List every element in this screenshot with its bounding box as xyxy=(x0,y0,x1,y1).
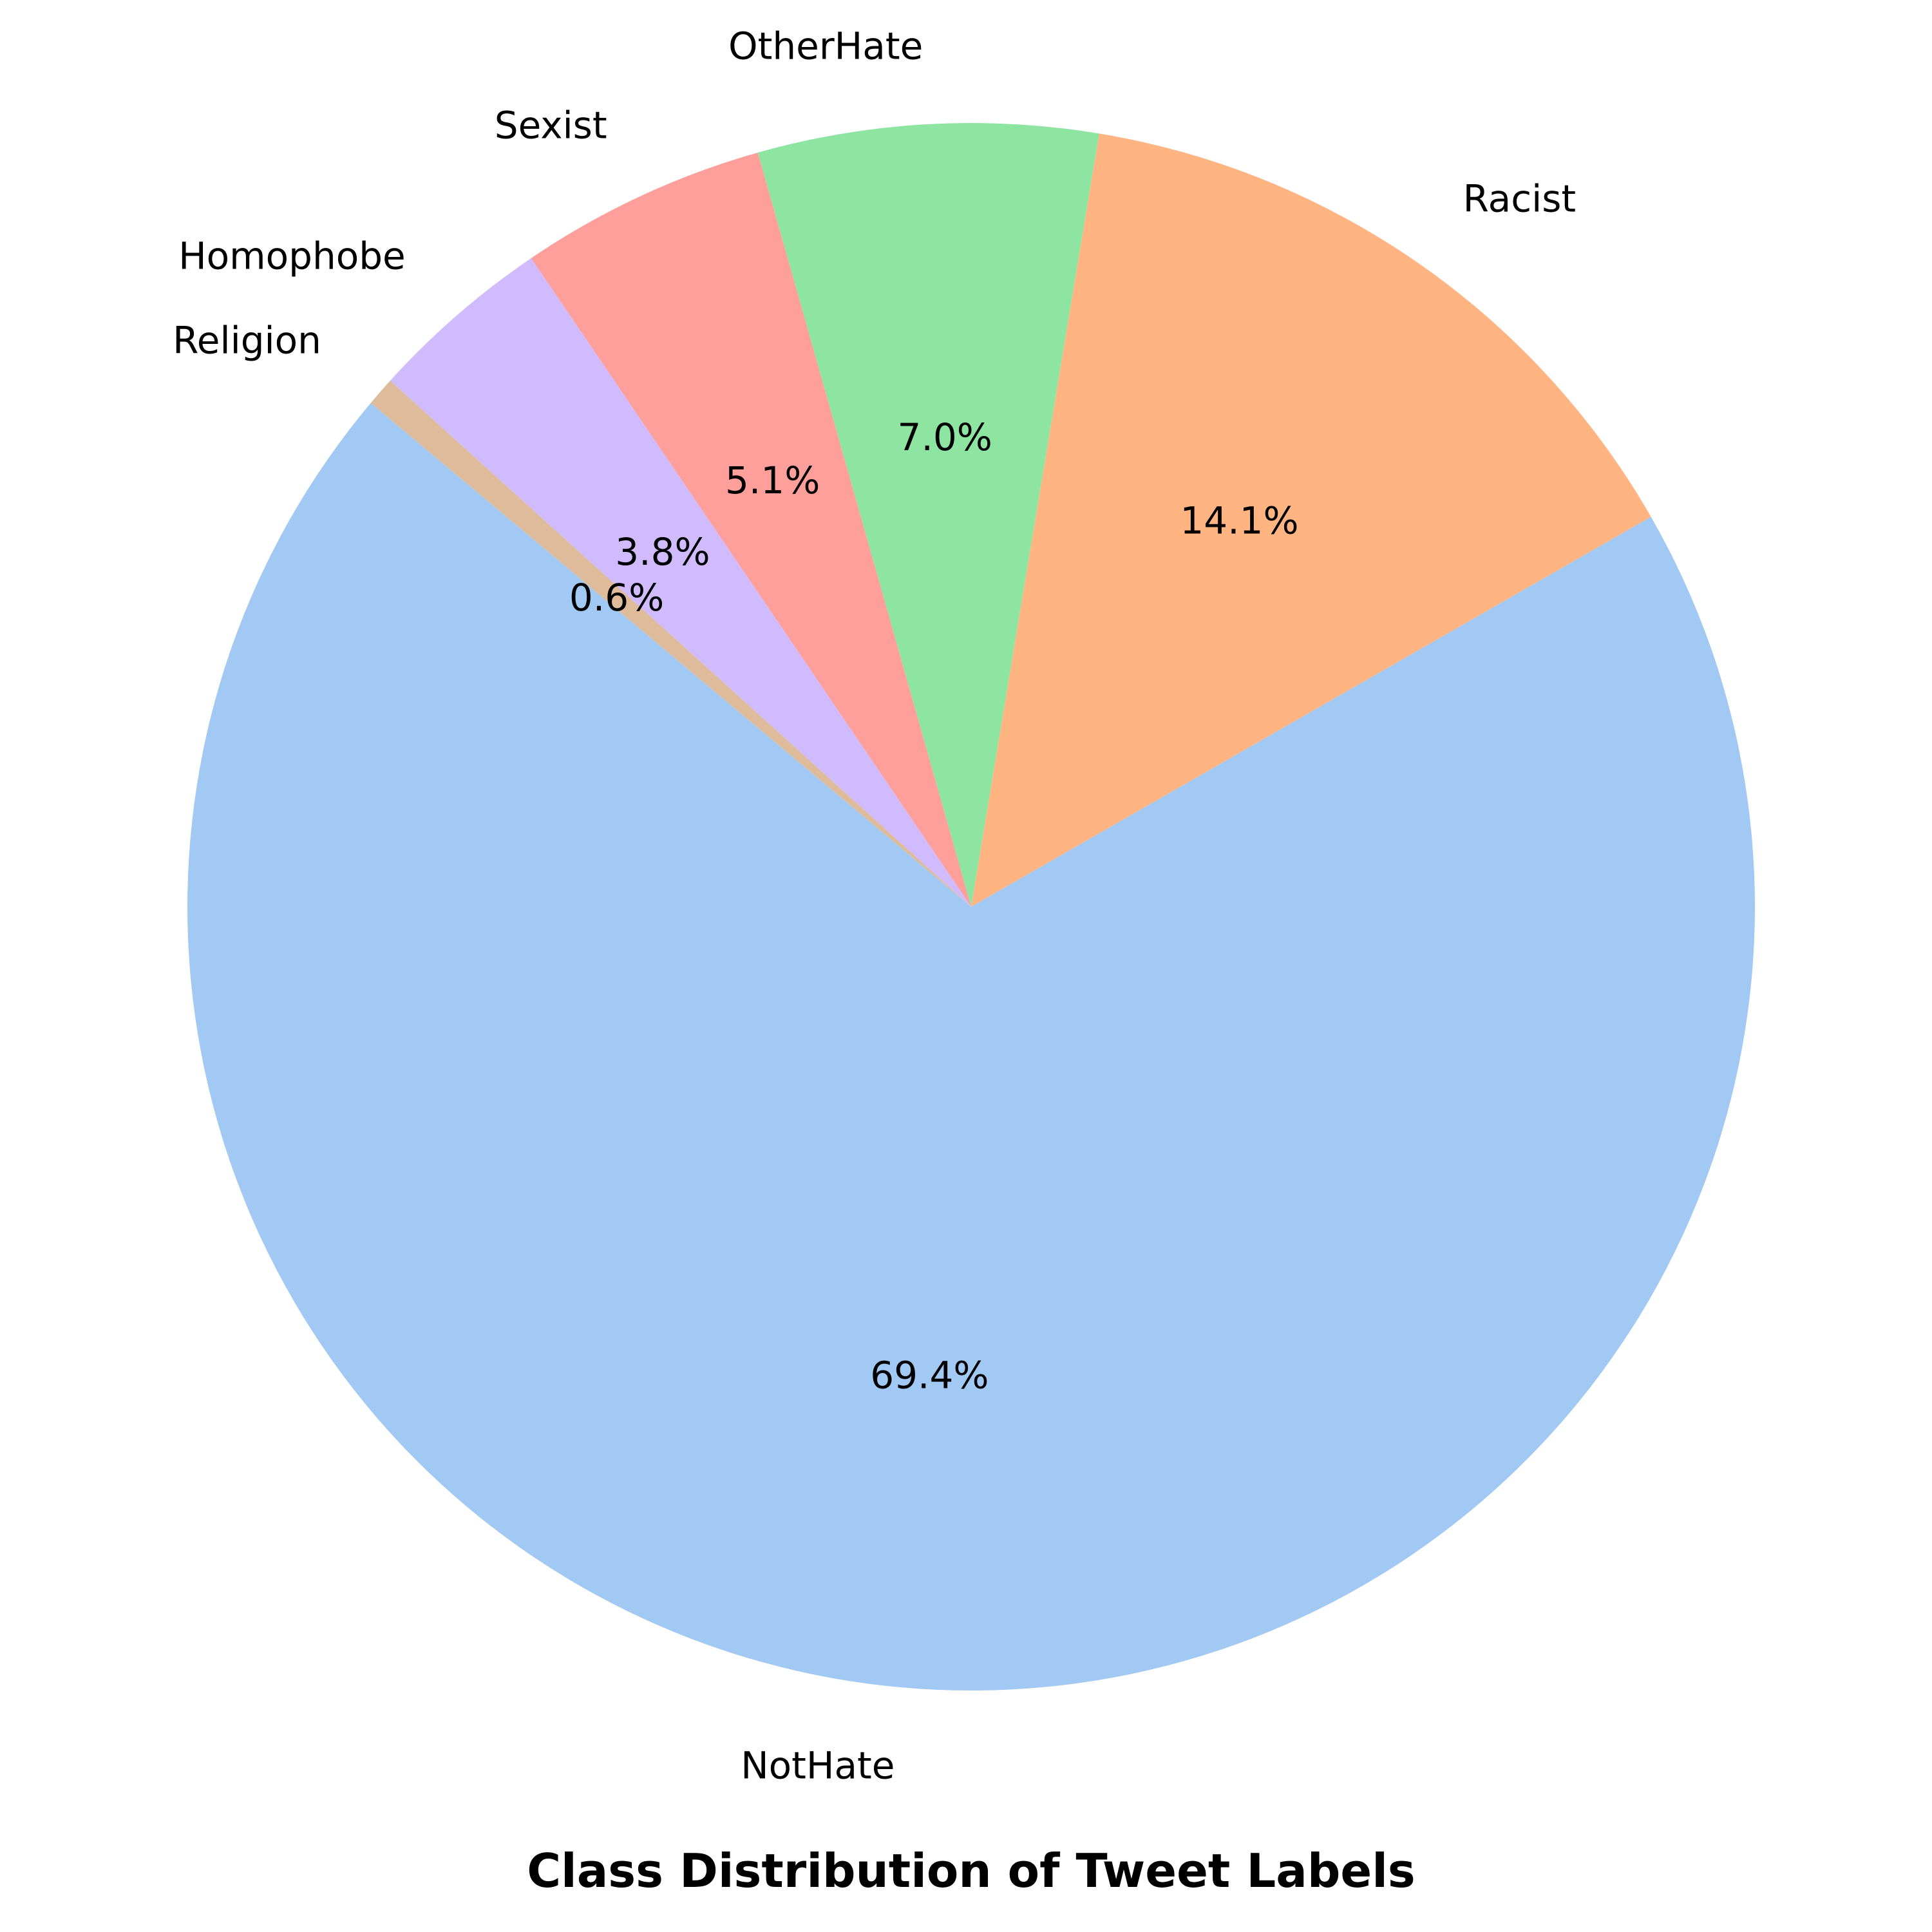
slice-pct-sexist: 5.1% xyxy=(725,459,820,502)
pie-slice-racist xyxy=(971,133,1651,907)
slice-label-not-hate: NotHate xyxy=(741,1743,895,1787)
slice-label-other-hate: OtherHate xyxy=(728,24,923,68)
pie-slice-not-hate xyxy=(187,402,1755,1690)
slice-label-religion: Religion xyxy=(173,318,321,362)
pie-labels: NotHate 69.4% Racist 14.1% OtherHate 7.0% Sexi… xyxy=(173,24,1576,1787)
slice-label-homophobe: Homophobe xyxy=(178,234,406,278)
slice-pct-religion: 0.6% xyxy=(569,576,664,620)
slice-label-racist: Racist xyxy=(1463,176,1577,220)
pie-slice-other-hate xyxy=(757,123,1099,907)
slice-pct-racist: 14.1% xyxy=(1180,498,1298,542)
pie-slice-sexist xyxy=(531,152,971,907)
slice-pct-other-hate: 7.0% xyxy=(898,415,992,459)
chart-title: Class Distribution of Tweet Labels xyxy=(527,1844,1416,1898)
slice-label-sexist: Sexist xyxy=(495,104,607,147)
pie-slice-religion xyxy=(370,381,971,907)
pie-slices xyxy=(187,123,1755,1690)
slice-pct-homophobe: 3.8% xyxy=(615,530,710,574)
slice-pct-not-hate: 69.4% xyxy=(870,1353,989,1397)
pie-slice-homophobe xyxy=(390,258,971,907)
